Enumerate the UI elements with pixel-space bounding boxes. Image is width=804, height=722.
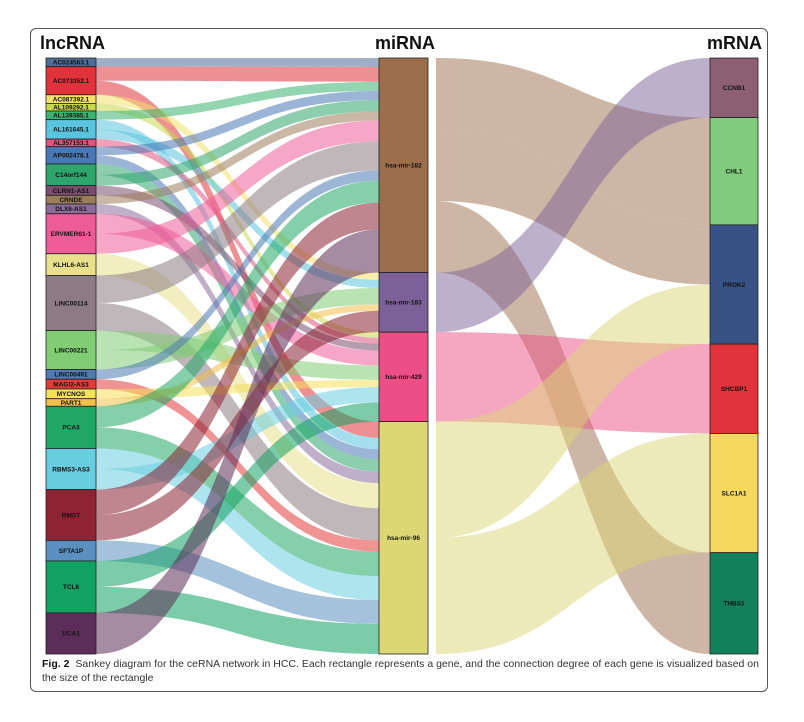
figure-caption: Fig. 2 Sankey diagram for the ceRNA netwo… (42, 657, 762, 685)
mirna-mrna-links (436, 58, 710, 655)
mirna-node-hsa-mir-183 (378, 272, 429, 333)
link-c14orf144-to-hsa-mir-182 (96, 100, 379, 186)
lncrna-node-tcl6 (45, 560, 97, 614)
lncrna-label-ervmer61-1: ERVMER61-1 (51, 231, 92, 238)
lncrna-label-linc00114: LINC00114 (55, 300, 88, 307)
lncrna-node-linc00114 (45, 275, 97, 331)
mrna-node-thbs1 (709, 552, 759, 655)
lncrna-node-pca3 (45, 405, 97, 449)
mirna-column-title: miRNA (375, 33, 436, 53)
lncrna-node-ac073352-1 (45, 66, 97, 96)
mrna-label-chl1: CHL1 (726, 169, 743, 176)
lncrna-label-c14orf144: C14orf144 (55, 172, 87, 179)
link-pca3-to-hsa-mir-182 (96, 180, 379, 428)
link-hsa-mir-183-to-ccnb1 (436, 58, 710, 333)
lncrna-label-pca3: PCA3 (62, 425, 80, 432)
mrna-node-slc1a1 (709, 433, 759, 554)
mrna-node-chl1 (709, 117, 759, 226)
lncrna-label-linc00491: LINC00491 (54, 372, 88, 379)
link-ervmer61-1-to-hsa-mir-429 (96, 213, 379, 366)
link-ac024563-1-to-hsa-mir-182 (96, 58, 379, 68)
link-linc00491-to-hsa-mir-182 (96, 170, 379, 380)
mirna-label-hsa-mir-429: hsa-mir-429 (385, 374, 422, 381)
caption-label: Fig. 2 (42, 658, 70, 670)
mrna-node-ccnb1 (709, 57, 759, 118)
lncrna-node-linc00221 (45, 330, 97, 370)
link-magi2-as3-to-hsa-mir-96 (96, 379, 379, 552)
lncrna-label-rmst: RMST (62, 512, 80, 519)
lncrna-node-rbms3-as3 (45, 448, 97, 490)
lncrna-label-magi2-as3: MAGI2-AS3 (53, 381, 89, 388)
lncrna-label-ac087392-1: AC087392.1 (53, 96, 90, 103)
lncrna-label-crnde: CRNDE (59, 197, 83, 204)
link-ervmer61-1-to-hsa-mir-182 (96, 120, 379, 254)
lncrna-label-rbms3-as3: RBMS3-AS3 (52, 466, 90, 473)
link-linc00114-to-hsa-mir-182 (96, 141, 379, 303)
link-tcl6-to-hsa-mir-429 (96, 402, 379, 587)
lncrna-label-ac073352-1: AC073352.1 (53, 78, 90, 85)
link-hsa-mir-182-to-chl1 (436, 58, 710, 225)
link-hsa-mir-96-to-slc1a1 (436, 433, 710, 654)
lncrna-label-klhl6-as1: KLHL6-AS1 (53, 262, 89, 269)
mrna-label-shcbp1: SHCBP1 (721, 386, 748, 393)
mrna-label-slc1a1: SLC1A1 (722, 490, 747, 497)
mirna-node-hsa-mir-429 (378, 331, 429, 422)
link-c14orf144-to-hsa-mir-96 (96, 164, 379, 472)
mirna-node-hsa-mir-182 (378, 57, 429, 273)
link-hsa-mir-96-to-prok2 (436, 284, 710, 538)
lncrna-label-ap002478-1: AP002478.1 (53, 153, 90, 160)
link-dlx6-as1-to-hsa-mir-96 (96, 204, 379, 484)
link-ap002478-1-to-hsa-mir-182 (96, 90, 379, 156)
lncrna-label-linc00221: LINC00221 (54, 347, 88, 354)
mrna-label-prok2: PROK2 (723, 282, 746, 289)
lncrna-label-uca1: UCA1 (62, 631, 80, 638)
link-rbms3-as3-to-hsa-mir-96 (96, 448, 379, 600)
lncrna-label-al357153-1: AL357153.1 (53, 140, 89, 147)
lncrna-node-ervmer61-1 (45, 213, 97, 255)
lncrna-label-al109292-1: AL109292.1 (53, 105, 89, 112)
link-al139385-1-to-hsa-mir-182 (96, 81, 379, 120)
lncrna-column-title: lncRNA (40, 33, 106, 53)
lncrna-label-clrn1-as1: CLRN1-AS1 (53, 188, 90, 195)
link-ac073352-1-to-hsa-mir-182 (96, 66, 379, 82)
link-al357153-1-to-hsa-mir-429 (96, 139, 379, 344)
link-uca1-to-hsa-mir-182 (96, 229, 379, 654)
mirna-label-hsa-mir-182: hsa-mir-182 (385, 163, 422, 170)
lncrna-label-al139385-1: AL139385.1 (53, 113, 89, 120)
mrna-label-ccnb1: CCNB1 (723, 85, 746, 92)
mrna-node-shcbp1 (709, 343, 759, 434)
lncrna-label-mycnos: MYCNOS (57, 391, 86, 398)
lncrna-node-uca1 (45, 612, 97, 655)
link-ac073352-1-to-hsa-mir-96 (96, 80, 379, 438)
mirna-label-hsa-mir-183: hsa-mir-183 (385, 300, 422, 307)
lncrna-label-al161645-1: AL161645.1 (53, 127, 89, 134)
lncrna-label-sfta1p: SFTA1P (59, 548, 84, 555)
caption-text: Sankey diagram for the ceRNA network in … (42, 658, 759, 684)
mrna-column-title: mRNA (707, 33, 763, 53)
nodes: AC024563.1 AC073352.1 AC087392.1 AL109292.1… (45, 57, 759, 655)
link-crnde-to-hsa-mir-182 (96, 111, 379, 205)
mirna-node-hsa-mir-96 (378, 421, 429, 655)
lncrna-label-part1: PART1 (61, 400, 82, 407)
lncrna-label-dlx6-as1: DLX6-AS1 (55, 206, 87, 213)
mirna-label-hsa-mir-96: hsa-mir-96 (387, 535, 420, 542)
lncrna-mirna-links (96, 58, 379, 654)
lncrna-label-tcl6: TCL6 (63, 584, 80, 591)
link-klhl6-as1-to-hsa-mir-96 (96, 253, 379, 509)
link-clrn1-as1-to-hsa-mir-429 (96, 185, 379, 351)
mrna-label-thbs1: THBS1 (723, 601, 745, 608)
link-rmst-to-hsa-mir-182 (96, 202, 379, 516)
lncrna-label-ac024563-1: AC024563.1 (53, 60, 90, 67)
